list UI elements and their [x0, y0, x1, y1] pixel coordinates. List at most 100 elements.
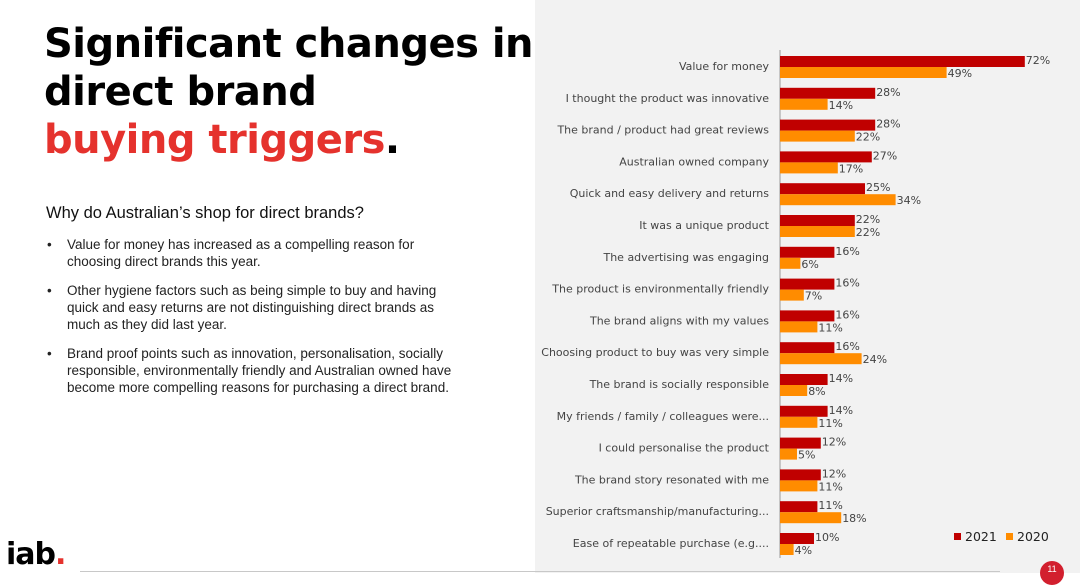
category-label-it-was-a-unique-product: It was a unique product [639, 219, 769, 232]
bar-2020-australian-owned-company [780, 162, 838, 174]
category-label-the-brand-aligns-with-my-values: The brand aligns with my values [589, 314, 769, 327]
category-label-australian-owned-company: Australian owned company [619, 155, 769, 168]
bar-2020-the-brand-story-resonated-with-me [780, 480, 818, 492]
bar-2021-it-was-a-unique-product [780, 215, 855, 226]
title-line-2: direct brand [44, 69, 317, 115]
value-label-2021-my-friends-family-colleagues-were: 14% [829, 404, 853, 417]
bar-2021-the-advertising-was-engaging [780, 246, 835, 258]
value-label-2021-the-brand-is-socially-responsible: 14% [829, 372, 853, 385]
value-label-2021-the-brand-aligns-with-my-values: 16% [835, 308, 859, 321]
value-label-2020-the-product-is-environmentally-friendly: 7% [805, 290, 822, 303]
value-label-2020-it-was-a-unique-product: 22% [856, 226, 880, 239]
section-subtitle: Why do Australian’s shop for direct bran… [46, 204, 364, 222]
category-label-quick-and-easy-delivery-and-returns: Quick and easy delivery and returns [570, 187, 770, 200]
value-label-2020-the-brand-is-socially-responsible: 8% [808, 385, 825, 398]
value-label-2021-the-brand-product-had-great-reviews: 28% [876, 118, 900, 131]
bar-2020-quick-and-easy-delivery-and-returns [780, 194, 896, 206]
category-label-the-brand-is-socially-responsible: The brand is socially responsible [589, 378, 770, 391]
value-label-2021-superior-craftsmanship-manufacturing: 11% [818, 499, 842, 512]
value-label-2020-i-thought-the-product-was-innovative: 14% [829, 99, 853, 112]
category-label-choosing-product-to-buy-was-very-simple: Choosing product to buy was very simple [541, 346, 769, 359]
bar-2020-the-brand-product-had-great-reviews [780, 130, 855, 142]
category-label-the-brand-product-had-great-reviews: The brand / product had great reviews [556, 124, 769, 137]
value-label-2020-the-advertising-was-engaging: 6% [801, 258, 818, 271]
title-line-1: Significant changes in [44, 21, 534, 67]
value-label-2021-i-thought-the-product-was-innovative: 28% [876, 86, 900, 99]
value-label-2021-ease-of-repeatable-purchase-e-g: 10% [815, 531, 839, 544]
bar-group: Value for money 72% 49% I thought the produ… [541, 54, 1050, 557]
category-label-my-friends-family-colleagues-were: My friends / family / colleagues were... [557, 410, 769, 423]
bar-2021-the-brand-product-had-great-reviews [780, 119, 876, 131]
value-label-2021-the-product-is-environmentally-friendly: 16% [835, 277, 859, 290]
iab-logo: iab. [6, 537, 66, 572]
value-label-2020-australian-owned-company: 17% [839, 162, 863, 175]
left-panel: Significant changes in direct brand buyi… [0, 0, 535, 573]
category-label-i-thought-the-product-was-innovative: I thought the product was innovative [566, 92, 770, 105]
logo-dot: . [55, 537, 66, 572]
value-label-2020-i-could-personalise-the-product: 5% [798, 449, 815, 462]
category-label-ease-of-repeatable-purchase-e-g: Ease of repeatable purchase (e.g.... [573, 537, 769, 550]
bar-2020-my-friends-family-colleagues-were [780, 416, 818, 428]
title-line-3: buying triggers. [44, 116, 533, 164]
value-label-2021-i-could-personalise-the-product: 12% [822, 436, 846, 449]
value-label-2020-the-brand-aligns-with-my-values: 11% [818, 321, 842, 334]
logo-text: iab [6, 537, 56, 572]
bar-2021-australian-owned-company [780, 151, 872, 163]
value-label-2021-it-was-a-unique-product: 22% [856, 213, 880, 226]
value-label-2020-ease-of-repeatable-purchase-e-g: 4% [795, 544, 812, 557]
bar-2021-the-brand-story-resonated-with-me [780, 469, 821, 481]
category-label-the-advertising-was-engaging: The advertising was engaging [602, 251, 769, 264]
chart-legend: 2021 2020 [954, 529, 1049, 544]
slide-title: Significant changes in direct brand buyi… [44, 20, 534, 164]
value-label-2020-the-brand-product-had-great-reviews: 22% [856, 131, 880, 144]
bar-2020-choosing-product-to-buy-was-very-simple [780, 353, 862, 365]
bar-2020-i-could-personalise-the-product [780, 448, 797, 460]
bar-2020-the-brand-aligns-with-my-values [780, 321, 818, 333]
value-label-2021-choosing-product-to-buy-was-very-simple: 16% [835, 340, 859, 353]
category-label-superior-craftsmanship-manufacturing: Superior craftsmanship/manufacturing... [546, 505, 769, 518]
bullet-item-2: Other hygiene factors such as being simp… [46, 282, 466, 333]
value-label-2020-the-brand-story-resonated-with-me: 11% [818, 480, 842, 493]
value-label-2021-the-brand-story-resonated-with-me: 12% [822, 467, 846, 480]
bar-2021-superior-craftsmanship-manufacturing [780, 501, 818, 513]
bar-2021-choosing-product-to-buy-was-very-simple [780, 342, 835, 354]
value-label-2020-quick-and-easy-delivery-and-returns: 34% [897, 194, 921, 207]
title-period: . [384, 117, 400, 163]
bar-2020-the-product-is-environmentally-friendly [780, 289, 804, 301]
page-number-badge: 11 [1040, 561, 1064, 585]
value-label-2020-superior-craftsmanship-manufacturing: 18% [842, 512, 866, 525]
bullet-item-3: Brand proof points such as innovation, p… [46, 345, 466, 396]
value-label-2021-the-advertising-was-engaging: 16% [835, 245, 859, 258]
legend-label-2021: 2021 [965, 529, 997, 544]
bar-2020-value-for-money [780, 67, 947, 78]
value-label-2020-choosing-product-to-buy-was-very-simple: 24% [863, 353, 887, 366]
bar-2021-quick-and-easy-delivery-and-returns [780, 183, 865, 195]
bar-2021-ease-of-repeatable-purchase-e-g [780, 533, 814, 544]
category-label-i-could-personalise-the-product: I could personalise the product [599, 442, 770, 455]
legend-swatch-2021 [954, 533, 961, 540]
bullet-item-1: Value for money has increased as a compe… [46, 236, 466, 270]
bar-2020-superior-craftsmanship-manufacturing [780, 512, 842, 524]
bar-2021-the-brand-aligns-with-my-values [780, 310, 835, 322]
bullet-list: Value for money has increased as a compe… [46, 236, 466, 408]
legend-label-2020: 2020 [1017, 529, 1049, 544]
bar-2021-the-brand-is-socially-responsible [780, 374, 828, 385]
bar-2021-i-could-personalise-the-product [780, 437, 821, 449]
value-label-2020-value-for-money: 49% [948, 67, 972, 80]
bar-2020-the-advertising-was-engaging [780, 257, 801, 269]
bar-2020-it-was-a-unique-product [780, 226, 855, 237]
value-label-2020-my-friends-family-colleagues-were: 11% [818, 417, 842, 430]
bar-2020-i-thought-the-product-was-innovative [780, 98, 828, 110]
bar-2021-the-product-is-environmentally-friendly [780, 278, 835, 290]
category-label-the-brand-story-resonated-with-me: The brand story resonated with me [574, 473, 769, 486]
value-label-2021-australian-owned-company: 27% [873, 149, 897, 162]
value-label-2021-quick-and-easy-delivery-and-returns: 25% [866, 181, 890, 194]
category-label-the-product-is-environmentally-friendly: The product is environmentally friendly [551, 283, 769, 296]
category-label-value-for-money: Value for money [679, 60, 770, 73]
bar-2020-ease-of-repeatable-purchase-e-g [780, 544, 794, 555]
bar-2020-the-brand-is-socially-responsible [780, 385, 808, 396]
footer-rule [80, 571, 1000, 572]
legend-swatch-2020 [1006, 533, 1013, 540]
bar-2021-i-thought-the-product-was-innovative [780, 87, 876, 99]
value-label-2021-value-for-money: 72% [1026, 54, 1050, 67]
